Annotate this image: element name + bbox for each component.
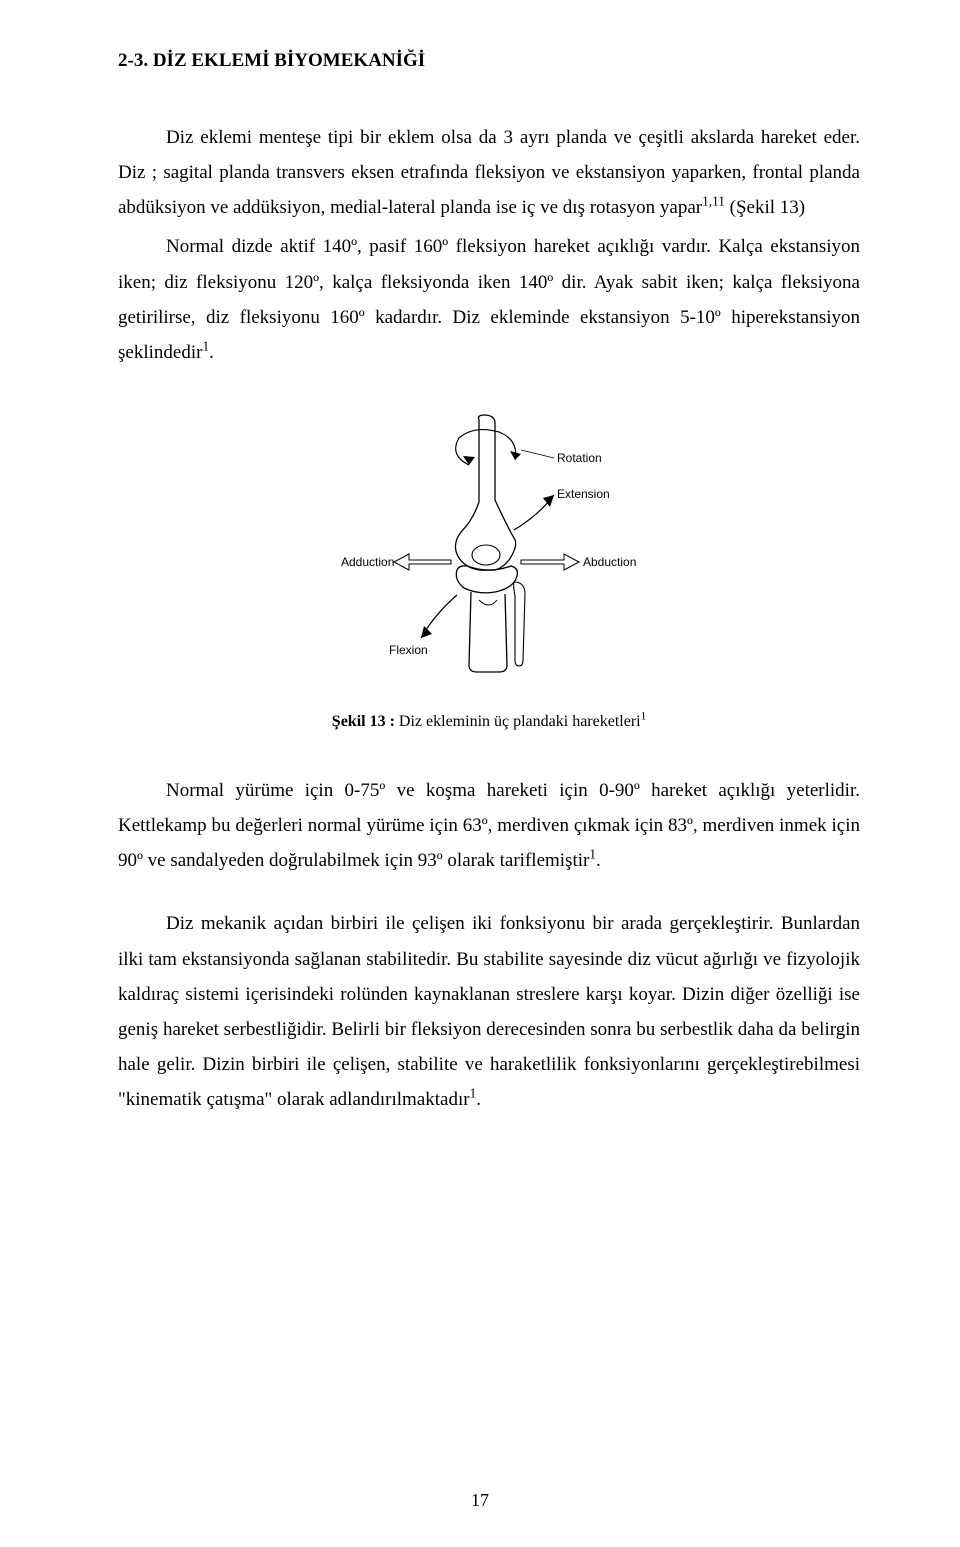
tibial-plateau-outline bbox=[456, 566, 517, 593]
figure: Rotation Extension Abduction Adduction F… bbox=[118, 410, 860, 695]
figure-caption-prefix: Şekil 13 : bbox=[332, 713, 399, 730]
patella-outline bbox=[472, 545, 500, 565]
paragraph-2-text: Normal dizde aktif 140º, pasif 160º flek… bbox=[118, 236, 860, 362]
figure-caption-sup: 1 bbox=[641, 711, 647, 723]
paragraph-3-text: Normal yürüme için 0-75º ve koşma hareke… bbox=[118, 780, 860, 871]
paragraph-3-end: . bbox=[596, 850, 601, 871]
extension-label: Extension bbox=[557, 487, 610, 501]
femur-outline bbox=[455, 415, 515, 570]
rotation-arrow-arc bbox=[456, 430, 516, 465]
abduction-arrow bbox=[521, 554, 579, 570]
paragraph-1-sup: 1,11 bbox=[702, 194, 725, 209]
section-heading: 2-3. DİZ EKLEMİ BİYOMEKANİĞİ bbox=[118, 50, 860, 72]
paragraph-4-end: . bbox=[476, 1089, 481, 1110]
paragraph-1-cont: (Şekil 13) bbox=[725, 197, 805, 218]
figure-caption-text: Diz ekleminin üç plandaki hareketleri bbox=[399, 713, 641, 730]
paragraph-1: Diz eklemi menteşe tipi bir eklem olsa d… bbox=[118, 120, 860, 225]
fibula-outline bbox=[514, 582, 525, 666]
adduction-label: Adduction bbox=[341, 555, 394, 569]
abduction-label: Abduction bbox=[583, 555, 636, 569]
paragraph-4: Diz mekanik açıdan birbiri ile çelişen i… bbox=[118, 906, 860, 1117]
paragraph-2: Normal dizde aktif 140º, pasif 160º flek… bbox=[118, 229, 860, 370]
page: 2-3. DİZ EKLEMİ BİYOMEKANİĞİ Diz eklemi … bbox=[0, 0, 960, 1547]
tibia-outline bbox=[469, 592, 507, 672]
paragraph-2-end: . bbox=[209, 342, 214, 363]
paragraph-4-text: Diz mekanik açıdan birbiri ile çelişen i… bbox=[118, 913, 860, 1110]
tuberosity-line bbox=[479, 600, 497, 605]
rotation-arrowhead-2 bbox=[463, 456, 475, 465]
paragraph-3-sup: 1 bbox=[589, 847, 596, 862]
flexion-arrowhead bbox=[421, 626, 432, 638]
flexion-label: Flexion bbox=[389, 643, 428, 657]
adduction-arrow bbox=[394, 554, 451, 570]
knee-diagram: Rotation Extension Abduction Adduction F… bbox=[339, 410, 639, 690]
rotation-label: Rotation bbox=[557, 451, 602, 465]
paragraph-3: Normal yürüme için 0-75º ve koşma hareke… bbox=[118, 773, 860, 878]
page-number: 17 bbox=[0, 1490, 960, 1511]
rotation-leader bbox=[521, 450, 554, 458]
figure-caption: Şekil 13 : Diz ekleminin üç plandaki har… bbox=[118, 713, 860, 731]
